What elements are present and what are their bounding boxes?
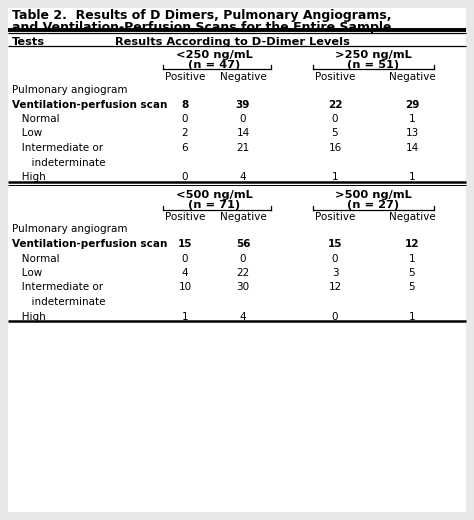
Text: 0: 0 <box>240 114 246 124</box>
Text: 1: 1 <box>182 311 188 321</box>
Text: (n = 27): (n = 27) <box>347 200 399 210</box>
Text: 10: 10 <box>178 282 191 292</box>
Text: Normal: Normal <box>12 253 60 264</box>
Text: Table 2.  Results of D Dimers, Pulmonary Angiograms,: Table 2. Results of D Dimers, Pulmonary … <box>12 9 392 22</box>
Text: indeterminate: indeterminate <box>12 297 106 307</box>
Text: 4: 4 <box>240 311 246 321</box>
Text: 3: 3 <box>332 268 338 278</box>
Text: Ventilation-perfusion scan: Ventilation-perfusion scan <box>12 99 167 110</box>
Text: Pulmonary angiogram: Pulmonary angiogram <box>12 85 128 95</box>
Text: Low: Low <box>12 268 42 278</box>
Text: and Ventilation-Perfusion Scans for the Entire Sample: and Ventilation-Perfusion Scans for the … <box>12 21 392 34</box>
Text: 39: 39 <box>236 99 250 110</box>
Text: Negative: Negative <box>389 72 436 82</box>
Text: 1: 1 <box>332 172 338 182</box>
Text: 6: 6 <box>182 143 188 153</box>
Text: 16: 16 <box>328 143 342 153</box>
Text: Normal: Normal <box>12 114 60 124</box>
Text: 4: 4 <box>240 172 246 182</box>
Text: 30: 30 <box>237 282 250 292</box>
Text: High: High <box>12 172 46 182</box>
Text: 13: 13 <box>405 128 419 138</box>
Text: 0: 0 <box>240 253 246 264</box>
Text: Pulmonary angiogram: Pulmonary angiogram <box>12 225 128 235</box>
Text: (n = 51): (n = 51) <box>347 60 399 70</box>
Text: 12: 12 <box>328 282 342 292</box>
Text: 22: 22 <box>237 268 250 278</box>
Text: (n = 47): (n = 47) <box>188 60 240 70</box>
Text: 0: 0 <box>332 114 338 124</box>
Text: Positive: Positive <box>165 72 205 82</box>
Text: Negative: Negative <box>389 213 436 223</box>
Text: Tests: Tests <box>12 37 45 47</box>
Text: Negative: Negative <box>219 72 266 82</box>
Text: <250 ng/mL: <250 ng/mL <box>176 50 252 60</box>
Text: 29: 29 <box>405 99 419 110</box>
Text: 0: 0 <box>182 253 188 264</box>
Text: 1: 1 <box>409 311 415 321</box>
Text: 5: 5 <box>409 268 415 278</box>
Text: Ventilation-perfusion scan: Ventilation-perfusion scan <box>12 239 167 249</box>
Text: 21: 21 <box>237 143 250 153</box>
Text: 12: 12 <box>405 239 419 249</box>
Text: Negative: Negative <box>219 213 266 223</box>
Text: indeterminate: indeterminate <box>12 158 106 167</box>
Text: 0: 0 <box>182 172 188 182</box>
Text: 15: 15 <box>178 239 192 249</box>
Text: 1: 1 <box>409 114 415 124</box>
Text: 0: 0 <box>182 114 188 124</box>
Text: 14: 14 <box>405 143 419 153</box>
Text: Positive: Positive <box>315 213 355 223</box>
Text: 5: 5 <box>332 128 338 138</box>
Text: 0: 0 <box>332 253 338 264</box>
Text: 4: 4 <box>182 268 188 278</box>
Text: Positive: Positive <box>315 72 355 82</box>
Text: Results According to D-Dimer Levels: Results According to D-Dimer Levels <box>115 37 350 47</box>
Text: (n = 71): (n = 71) <box>188 200 240 210</box>
Text: High: High <box>12 311 46 321</box>
Text: >500 ng/mL: >500 ng/mL <box>335 189 411 200</box>
Text: 1: 1 <box>409 172 415 182</box>
Text: 5: 5 <box>409 282 415 292</box>
Text: >250 ng/mL: >250 ng/mL <box>335 50 411 60</box>
Text: 1: 1 <box>409 253 415 264</box>
Text: Positive: Positive <box>165 213 205 223</box>
Text: 14: 14 <box>237 128 250 138</box>
Text: 15: 15 <box>328 239 342 249</box>
Text: <500 ng/mL: <500 ng/mL <box>176 189 252 200</box>
Text: 2: 2 <box>182 128 188 138</box>
Text: 8: 8 <box>182 99 189 110</box>
Text: 56: 56 <box>236 239 250 249</box>
Text: 0: 0 <box>332 311 338 321</box>
Text: 22: 22 <box>328 99 342 110</box>
Text: Intermediate or: Intermediate or <box>12 282 103 292</box>
Text: Intermediate or: Intermediate or <box>12 143 103 153</box>
Text: Low: Low <box>12 128 42 138</box>
